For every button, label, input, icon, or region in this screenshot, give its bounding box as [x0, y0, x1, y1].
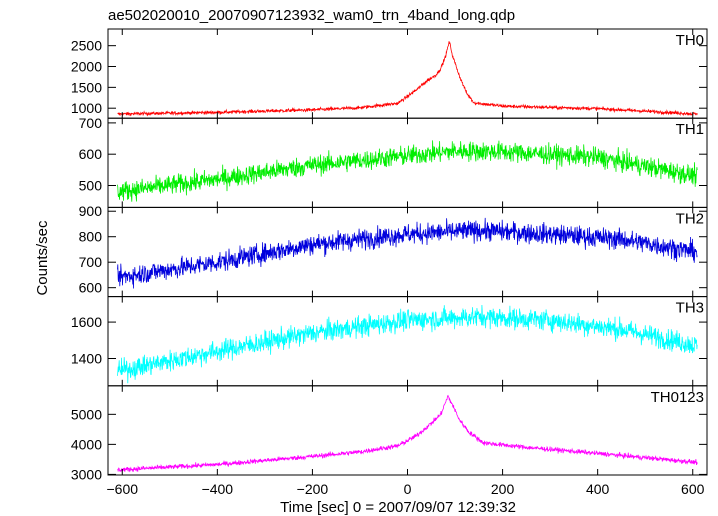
x-tick-label: −200 — [297, 481, 329, 497]
panel-label-th0123: TH0123 — [651, 389, 704, 406]
y-tick-label-th0123: 4000 — [71, 436, 102, 452]
x-axis: −600 −400 −200 0 200 400 600 — [106, 481, 704, 497]
panel-label-th0: TH0 — [676, 32, 704, 49]
y-axis-label: Counts/sec — [34, 220, 51, 296]
y-tick-label-th0: 2000 — [71, 59, 102, 75]
x-axis-label: Time [sec] 0 = 2007/09/07 12:39:32 — [280, 499, 516, 516]
x-tick-label: 200 — [491, 481, 515, 497]
series-line-th1 — [117, 140, 698, 202]
series-line-th0 — [117, 41, 698, 117]
y-tick-label-th3: 1400 — [71, 350, 102, 366]
y-tick-label-th3: 1600 — [71, 314, 102, 330]
panel-frame-th0123 — [107, 385, 708, 476]
y-tick-label-th0123: 3000 — [71, 466, 102, 482]
panel-th2: 600 700 800 900 TH2 — [79, 203, 708, 298]
panel-th3: 1400 1600 TH3 — [71, 296, 708, 387]
series-line-th0123 — [117, 394, 698, 473]
y-tick-label-th1: 700 — [79, 115, 103, 131]
y-tick-label-th1: 500 — [79, 177, 103, 193]
x-tick-label: 600 — [681, 481, 705, 497]
y-tick-label-th2: 600 — [79, 280, 103, 296]
y-tick-label-th0: 1500 — [71, 79, 102, 95]
y-tick-label-th0123: 5000 — [71, 406, 102, 422]
panels-group: 1000 1500 2000 2500 TH0 500 600 700 TH1 600 700 800… — [71, 28, 708, 482]
panel-frame-th2 — [107, 206, 708, 298]
series-line-th2 — [117, 217, 698, 289]
y-tick-label-th0: 2500 — [71, 38, 102, 54]
figure-title: ae502020010_20070907123932_wam0_trn_4ban… — [108, 7, 515, 24]
x-tick-label: 0 — [404, 481, 412, 497]
x-tick-label: −600 — [106, 481, 138, 497]
y-tick-label-th2: 800 — [79, 229, 103, 245]
panel-label-th3: TH3 — [676, 300, 704, 317]
panel-th0: 1000 1500 2000 2500 TH0 — [71, 28, 708, 119]
panel-th0123: 3000 4000 5000 TH0123 — [71, 385, 708, 482]
panel-label-th2: TH2 — [676, 210, 704, 227]
series-line-th3 — [117, 304, 698, 384]
y-tick-label-th2: 900 — [79, 203, 103, 219]
panel-frame-th0 — [107, 28, 708, 119]
panel-th1: 500 600 700 TH1 — [79, 115, 708, 208]
x-tick-label: 400 — [586, 481, 610, 497]
x-tick-label: −400 — [202, 481, 234, 497]
panel-label-th1: TH1 — [676, 121, 704, 138]
y-tick-label-th2: 700 — [79, 254, 103, 270]
y-tick-label-th1: 600 — [79, 146, 103, 162]
y-tick-label-th0: 1000 — [71, 100, 102, 116]
